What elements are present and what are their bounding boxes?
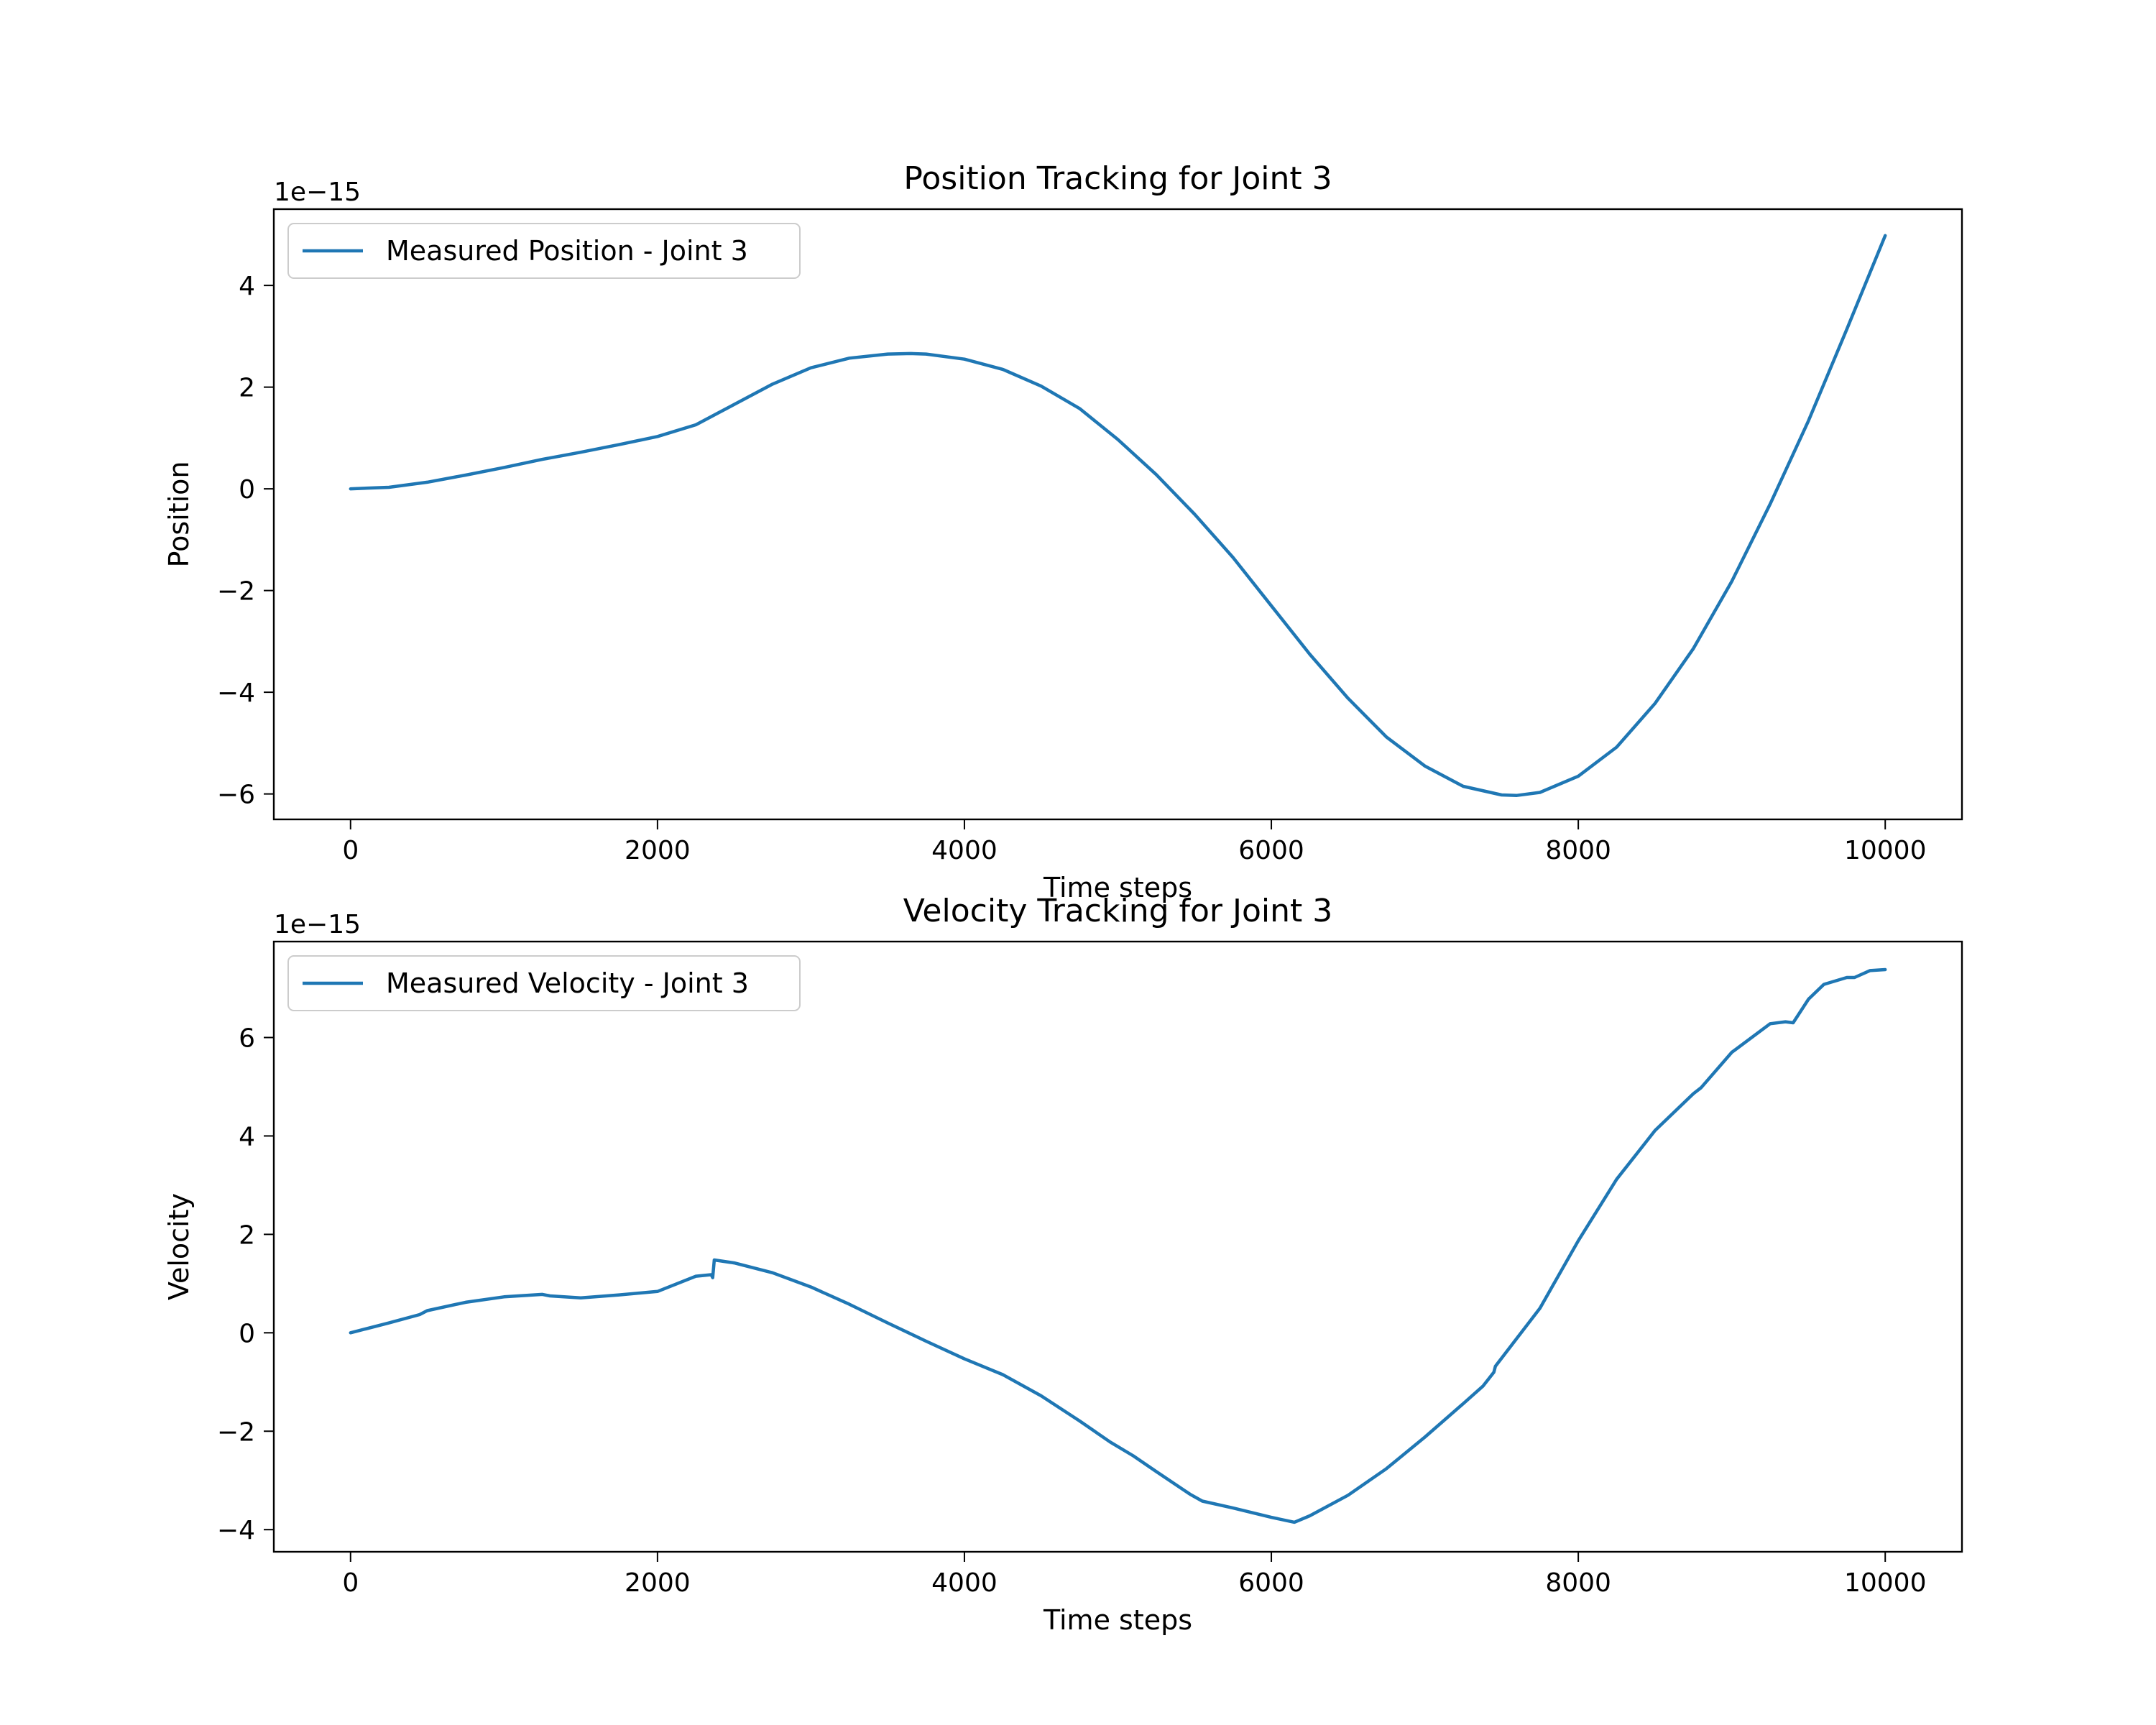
- x-tick-label: 8000: [1545, 836, 1611, 865]
- series-line: [349, 234, 1887, 797]
- y-tick-label: 6: [239, 1024, 255, 1054]
- chart-title: Velocity Tracking for Joint 3: [903, 893, 1332, 929]
- legend-label: Measured Velocity - Joint 3: [386, 967, 749, 999]
- y-axis-label: Position: [163, 461, 195, 568]
- y-axis-label: Velocity: [163, 1193, 195, 1300]
- y-tick-label: −6: [217, 781, 255, 810]
- axis-offset-label: 1e−15: [274, 178, 361, 207]
- y-tick-label: 0: [239, 475, 255, 505]
- legend-frame: [287, 955, 801, 1011]
- y-tick-label: 2: [239, 374, 255, 403]
- x-axis-label: Time steps: [1043, 872, 1192, 903]
- y-tick-label: 4: [239, 1122, 255, 1151]
- plot-area-frame: [272, 940, 1963, 1553]
- x-tick-label: 2000: [625, 1568, 691, 1598]
- series-line: [349, 967, 1887, 1524]
- y-tick-label: −4: [217, 1516, 255, 1545]
- x-tick-label: 10000: [1844, 836, 1927, 865]
- x-tick-label: 6000: [1238, 1568, 1304, 1598]
- y-tick-label: 4: [239, 272, 255, 301]
- x-tick-label: 10000: [1844, 1568, 1927, 1598]
- x-tick-label: 2000: [625, 836, 691, 865]
- x-tick-label: 4000: [931, 1568, 998, 1598]
- y-tick-label: −2: [217, 1417, 255, 1447]
- legend-label: Measured Position - Joint 3: [386, 235, 748, 267]
- legend: Measured Velocity - Joint 3: [287, 955, 801, 1011]
- x-tick-label: 0: [342, 1568, 359, 1598]
- chart-title: Position Tracking for Joint 3: [903, 160, 1332, 197]
- axis-offset-label: 1e−15: [274, 910, 361, 939]
- y-tick-label: −2: [217, 577, 255, 607]
- y-tick-label: 2: [239, 1220, 255, 1250]
- x-tick-label: 6000: [1238, 836, 1304, 865]
- y-tick-label: 0: [239, 1319, 255, 1348]
- legend: Measured Position - Joint 3: [287, 223, 801, 279]
- chart-panel-1: 0 2000 4000 6000 8000 10000 −6 −4 −2 0 2 4 1e−15 Posi…: [163, 160, 1963, 903]
- plot-area-frame: [272, 208, 1963, 821]
- chart-panel-2: 0 2000 4000 6000 8000 10000 −4 −2 0 2 4 6 1e−15 Veloc…: [163, 893, 1963, 1636]
- x-tick-label: 4000: [931, 836, 998, 865]
- x-tick-label: 0: [342, 836, 359, 865]
- y-tick-label: −4: [217, 678, 255, 708]
- legend-frame: [287, 223, 801, 279]
- x-axis-label: Time steps: [1043, 1604, 1192, 1636]
- x-tick-label: 8000: [1545, 1568, 1611, 1598]
